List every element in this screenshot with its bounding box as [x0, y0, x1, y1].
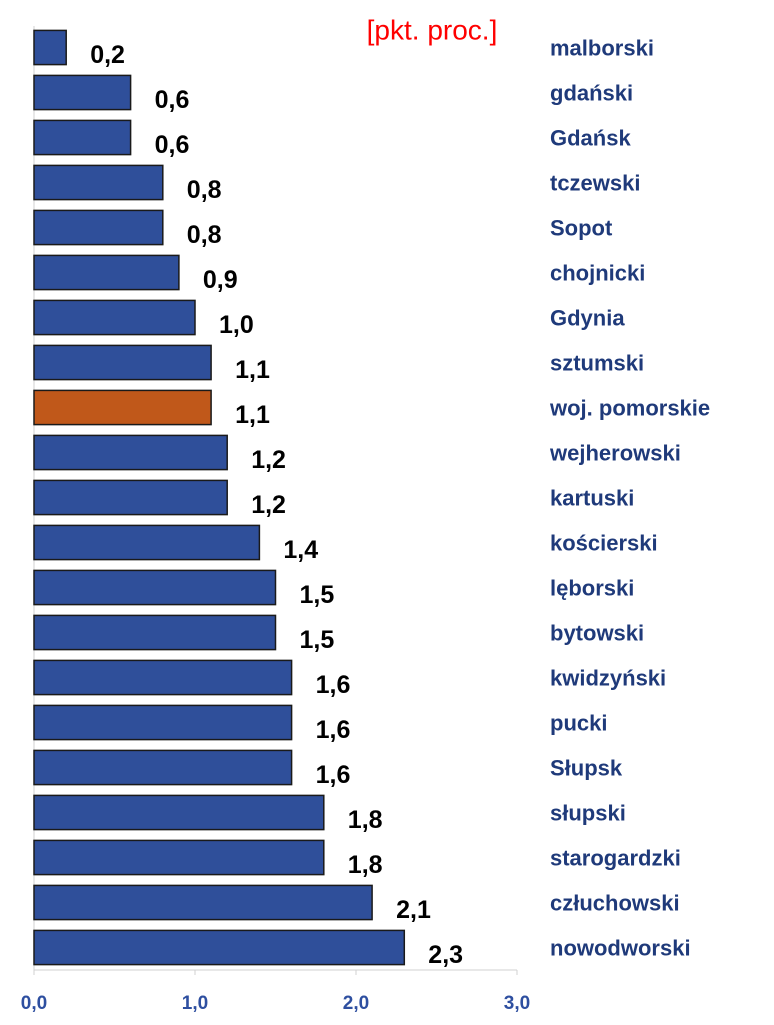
unit-label: [pkt. proc.] [367, 14, 498, 45]
value-label: 1,5 [300, 581, 335, 609]
bar [33, 389, 212, 426]
bar [33, 479, 228, 516]
bar [33, 164, 164, 201]
category-label: kartuski [550, 485, 634, 510]
bar [33, 29, 67, 66]
bar [33, 929, 406, 966]
bar [33, 74, 132, 111]
category-label: tczewski [550, 170, 641, 195]
value-label: 2,3 [428, 941, 463, 969]
value-label: 1,0 [219, 311, 254, 339]
bar [33, 704, 293, 741]
category-label: malborski [550, 35, 654, 60]
x-tick-label: 1,0 [182, 993, 208, 1014]
category-label: pucki [550, 710, 607, 735]
category-label: bytowski [550, 620, 644, 645]
bar [33, 524, 261, 561]
x-tick-label: 0,0 [21, 993, 47, 1014]
bar [33, 614, 277, 651]
x-tick-label: 2,0 [343, 993, 369, 1014]
category-label: Gdańsk [550, 125, 631, 150]
bar [33, 569, 277, 606]
value-label: 0,2 [90, 41, 125, 69]
category-label: lęborski [550, 575, 634, 600]
value-label: 2,1 [396, 896, 431, 924]
value-label: 0,8 [187, 221, 222, 249]
category-label: wejherowski [549, 440, 681, 465]
value-label: 1,5 [300, 626, 335, 654]
category-label: Gdynia [550, 305, 625, 330]
category-label: gdański [550, 80, 633, 105]
category-label: woj. pomorskie [549, 395, 710, 420]
category-label: Sopot [550, 215, 613, 240]
value-label: 1,2 [251, 446, 286, 474]
category-label: Słupsk [550, 755, 623, 780]
category-label: kwidzyński [550, 665, 666, 690]
value-label: 1,1 [235, 401, 270, 429]
bar [33, 659, 293, 696]
bar [33, 794, 325, 831]
value-label: 0,6 [155, 86, 190, 114]
bar [33, 254, 180, 291]
value-label: 1,6 [316, 716, 351, 744]
category-label: sztumski [550, 350, 644, 375]
value-label: 1,1 [235, 356, 270, 384]
category-label: człuchowski [550, 890, 680, 915]
value-label: 0,8 [187, 176, 222, 204]
value-label: 1,6 [316, 671, 351, 699]
value-label: 1,8 [348, 806, 383, 834]
bar [33, 749, 293, 786]
category-label: nowodworski [550, 935, 691, 960]
bar [33, 299, 196, 336]
value-label: 1,8 [348, 851, 383, 879]
bar [33, 119, 132, 156]
value-label: 1,6 [316, 761, 351, 789]
x-tick-label: 3,0 [504, 993, 530, 1014]
category-label: kościerski [550, 530, 658, 555]
value-label: 1,4 [283, 536, 318, 564]
bar [33, 209, 164, 246]
value-label: 0,6 [155, 131, 190, 159]
value-label: 0,9 [203, 266, 238, 294]
value-label: 1,2 [251, 491, 286, 519]
bar [33, 884, 373, 921]
category-label: chojnicki [550, 260, 645, 285]
category-label: słupski [550, 800, 626, 825]
bar [33, 839, 325, 876]
bar [33, 434, 228, 471]
bar [33, 344, 212, 381]
category-label: starogardzki [550, 845, 681, 870]
